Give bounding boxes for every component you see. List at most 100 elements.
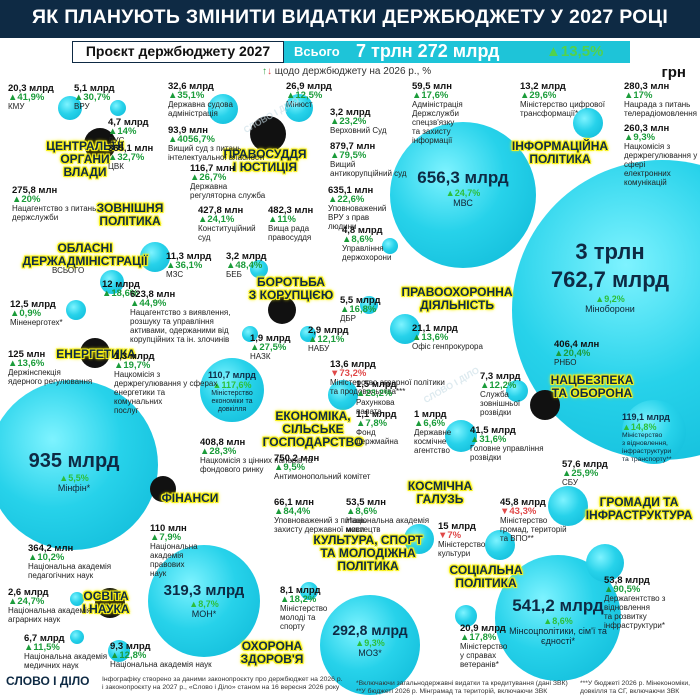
item-change: ▼7% — [438, 530, 462, 541]
item-change: ▲24,1% — [198, 214, 235, 225]
item-change: ▲4056,7% — [168, 134, 215, 145]
budget-item: 116,7 млн ▲26,7% Державна регуляторна служ… — [190, 164, 265, 200]
category-infra: ГРОМАДИ ТА ІНФРАСТРУКТУРА — [585, 495, 693, 522]
item-change: ▲12,1% — [308, 334, 345, 345]
bubble-nabu — [300, 326, 316, 342]
budget-item: 260,3 млн ▲9,3% Нацкомісія з держрегулюван… — [624, 124, 700, 187]
item-name: Міністерство у справах ветеранів* — [460, 642, 508, 669]
footer-notes-2: ***У бюджеті 2026 р. Мінекономіки, довкі… — [580, 680, 691, 695]
logo: СЛОВО І ДІЛО — [6, 674, 90, 688]
budget-item: 2,9 млрд ▲12,1% НАБУ — [308, 326, 349, 353]
item-name: НАЗК — [250, 352, 271, 361]
item-change: ▲23,2% — [330, 116, 367, 127]
item-change: ▲14% — [108, 126, 137, 137]
item-name: ВРУ — [74, 102, 90, 111]
bubble-infra-agency — [586, 544, 624, 582]
item-name: Держінспекція ядерного регулювання — [8, 368, 93, 386]
category-regional: ОБЛАСНІ ДЕРЖАДМІНІСТРАЦІЇ — [22, 241, 148, 268]
item-name: Фонд держмайна — [356, 428, 399, 446]
item-amount: 26,9 млрд — [286, 81, 332, 92]
item-name: Держагентство з відновлення та розвитку … — [604, 594, 666, 630]
item-amount: 4,7 млрд — [108, 117, 149, 128]
footer-notes: *Включаючи загальнодержавні видатки та к… — [356, 680, 568, 695]
item-change: ▲17,8% — [460, 632, 497, 643]
item-amount: 57,6 млрд — [562, 459, 608, 470]
item-amount: 1,3 млрд — [114, 351, 155, 362]
item-name: Національна академія аграрних наук — [8, 606, 92, 624]
budget-item: 6,7 млрд ▲11,5% Національна академія медич… — [24, 634, 107, 670]
bubble-mzs — [140, 242, 170, 272]
item-amount: 3,2 млрд — [330, 107, 371, 118]
category-space: КОСМІЧНА ГАЛУЗЬ — [407, 479, 473, 506]
bubble-recovery — [622, 400, 686, 464]
item-name: ДБР — [340, 314, 357, 323]
budget-item: 406,4 млн ▲20,4% РНБО — [554, 340, 599, 367]
item-amount: 20,9 млрд — [460, 623, 506, 634]
item-change: ▲10,2% — [28, 552, 65, 563]
budget-item: 364,2 млн ▲10,2% Національна академія педа… — [28, 544, 111, 580]
item-amount: 260,3 млн — [624, 123, 670, 134]
bubble-court-admin — [208, 94, 238, 124]
item-change: ▲32,7% — [108, 152, 145, 163]
item-name: Міністерство громад, територій та ВПО** — [500, 516, 567, 543]
budget-item: 21,1 млрд ▲13,6% Офіс генпрокурора — [412, 324, 483, 351]
item-change: ▲13,6% — [412, 332, 449, 343]
item-change: ▲16,8% — [340, 304, 377, 315]
bubble-regional — [100, 270, 124, 294]
bubble-health — [320, 595, 420, 695]
budget-item: 879,7 млн ▲79,5% Вищий антикорупційний суд — [330, 142, 407, 178]
category-economy: ЕКОНОМІКА, СІЛЬСЬКЕ ГОСПОДАРСТВО — [262, 409, 364, 449]
item-amount: 623,8 млн — [130, 289, 176, 300]
budget-item: 1 млрд ▲6,6% Державне космічне агентство — [414, 410, 451, 455]
item-change: ▲23,2% — [356, 388, 393, 399]
item-change: ▼73,2% — [330, 368, 367, 379]
item-name: Антимонопольний комітет — [274, 472, 371, 481]
item-amount: 53,5 млн — [346, 497, 386, 508]
budget-item: 5,5 млрд ▲16,8% ДБР — [340, 296, 381, 323]
item-name: РНБО — [554, 358, 577, 367]
item-change: ▲79,5% — [330, 150, 367, 161]
item-change: ▲25,9% — [562, 468, 599, 479]
dot-security — [530, 390, 560, 420]
budget-item: 20,3 млрд ▲41,9% КМУ — [8, 84, 54, 111]
item-amount: 365,1 млн — [108, 143, 154, 154]
item-amount: 93,9 млн — [168, 125, 208, 136]
item-amount: 12,5 млрд — [10, 299, 56, 310]
budget-item: 41,5 млрд ▲31,6% Головне управління розвід… — [470, 426, 544, 462]
bubble-beb — [250, 260, 268, 278]
item-name: ЦВК — [108, 162, 124, 171]
item-change: ▲7,8% — [356, 418, 388, 429]
item-change: ▲11,5% — [24, 642, 60, 653]
label-education: 319,3 млрд ▲8,7% МОН* — [163, 582, 245, 619]
bubble-udo — [382, 238, 398, 254]
budget-item: 13,6 млрд ▼73,2% Міністерство аграрної пол… — [330, 360, 445, 396]
item-change: ▲22,6% — [328, 194, 365, 205]
label-defense: 3 трлн 762,7 млрд ▲9,2% Міноборони — [550, 239, 670, 314]
item-amount: 1,9 млрд — [250, 333, 291, 344]
item-change: ▲41,9% — [8, 92, 45, 103]
item-name: Верховний Суд — [330, 126, 387, 135]
budget-item: 9,3 млрд ▲12,8% Національна академія наук — [110, 642, 212, 669]
item-name: НАБУ — [308, 344, 330, 353]
item-amount: 8,1 млрд — [280, 585, 321, 596]
item-amount: 280,3 млн — [624, 81, 670, 92]
item-change: ▲28,3% — [200, 446, 237, 457]
label-health: 292,8 млрд ▲9,3% МОЗ* — [332, 622, 408, 658]
budget-item: 5,1 млрд ▲30,7% ВРУ — [74, 84, 115, 111]
item-change: ▲6,6% — [414, 418, 446, 429]
item-name: Міністерство культури — [438, 540, 486, 558]
budget-item: 4,8 млрд ▲8,6% Управління держохорони — [342, 226, 391, 262]
item-amount: 20,3 млрд — [8, 83, 54, 94]
footer-source: Інфографіку створено за даними законопро… — [102, 676, 343, 691]
budget-item: 125 млн ▲13,6% Держінспекція ядерного регу… — [8, 350, 92, 386]
dot-education — [95, 588, 125, 618]
total-label: Всього — [294, 44, 340, 59]
item-amount: 41,5 млрд — [470, 425, 516, 436]
item-name: Нацкомісія з держрегулювання у сфері еле… — [624, 142, 698, 187]
item-name: Головне управління розвідки — [470, 444, 544, 462]
item-change: ▲35,1% — [168, 90, 205, 101]
item-amount: 408,8 млн — [200, 437, 246, 448]
item-name: Уповноважений ВРУ з прав людини — [328, 204, 387, 231]
item-amount: 427,8 млн — [198, 205, 244, 216]
item-amount: 11,3 млрд — [166, 251, 212, 262]
